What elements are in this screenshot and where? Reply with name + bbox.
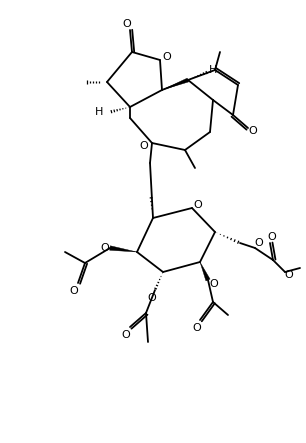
Polygon shape <box>200 262 210 281</box>
Text: O: O <box>140 141 148 151</box>
Text: O: O <box>210 279 218 289</box>
Text: O: O <box>285 270 293 280</box>
Text: H: H <box>95 107 103 117</box>
Polygon shape <box>162 78 189 90</box>
Text: O: O <box>70 286 78 296</box>
Text: O: O <box>268 232 276 242</box>
Text: O: O <box>101 243 109 253</box>
Text: O: O <box>147 293 156 303</box>
Text: O: O <box>123 19 131 29</box>
Text: O: O <box>162 52 171 62</box>
Text: O: O <box>248 126 257 136</box>
Polygon shape <box>110 246 137 252</box>
Text: O: O <box>121 330 130 340</box>
Text: O: O <box>194 200 202 210</box>
Text: H: H <box>209 65 217 75</box>
Text: O: O <box>192 323 201 333</box>
Text: O: O <box>255 238 263 248</box>
